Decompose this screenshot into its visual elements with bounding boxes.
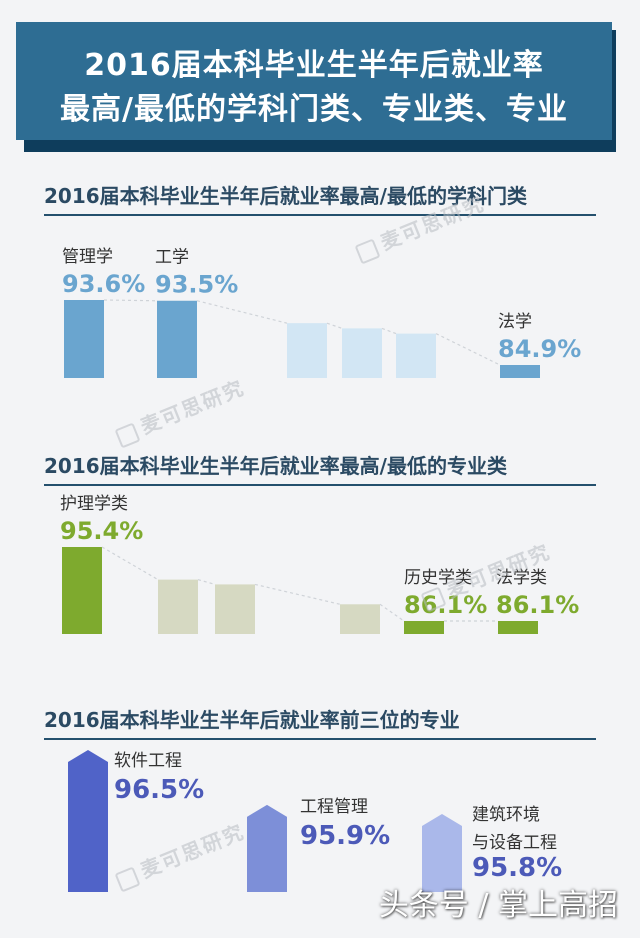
trend-line [381, 327, 397, 335]
category-label: 工学 [155, 248, 189, 268]
trend-line [197, 579, 216, 585]
section1-title: 2016届本科毕业生半年后就业率最高/最低的学科门类 [44, 184, 527, 208]
section3-title: 2016届本科毕业生半年后就业率前三位的专业 [44, 708, 460, 732]
value-label: 93.5% [155, 271, 238, 299]
banner-title-line2: 最高/最低的学科门类、专业类、专业 [60, 92, 568, 127]
section1-divider [44, 214, 596, 216]
category-label: 护理学类 [60, 494, 128, 514]
bar [158, 579, 198, 634]
value-label: 95.4% [60, 517, 143, 545]
trend-line [101, 546, 159, 581]
value-label: 95.9% [300, 821, 390, 851]
value-label: 86.1% [404, 591, 487, 619]
value-label: 96.5% [114, 775, 204, 805]
value-label: 86.1% [496, 591, 579, 619]
bar [396, 333, 436, 378]
bar [287, 323, 327, 378]
bar [340, 604, 380, 634]
trend-line [103, 299, 158, 302]
bar [68, 750, 108, 892]
category-label: 法学 [498, 312, 532, 332]
value-label: 93.6% [62, 270, 145, 298]
banner-panel: 2016届本科毕业生半年后就业率 最高/最低的学科门类、专业类、专业 [16, 22, 612, 140]
major-class-bar-chart: 护理学类 95.4% 历史学类 86.1% 法学类 86.1% [60, 494, 579, 634]
discipline-bar-chart: 管理学 93.6% 工学 93.5% 法学 84.9% [62, 247, 581, 378]
section2-title: 2016届本科毕业生半年后就业率最高/最低的专业类 [44, 454, 507, 478]
category-label: 历史学类 [404, 568, 472, 588]
bar [247, 804, 287, 892]
banner-title-line1: 2016届本科毕业生半年后就业率 [84, 48, 544, 83]
trend-line [196, 300, 288, 324]
trend-line [254, 583, 341, 605]
category-label: 法学类 [496, 568, 547, 588]
category-label: 软件工程 [114, 751, 182, 771]
category-label: 工程管理 [300, 797, 368, 817]
bar [498, 621, 538, 634]
bar [422, 814, 462, 892]
watermark-icon [114, 421, 141, 449]
bar [64, 300, 104, 378]
bar [157, 300, 197, 378]
category-label: 管理学 [62, 247, 113, 267]
trend-line [379, 603, 405, 622]
value-label: 84.9% [498, 335, 581, 363]
trend-line [435, 333, 501, 366]
bar [404, 621, 444, 634]
bar [62, 547, 102, 634]
category-label: 建筑环境与设备工程 [472, 805, 557, 853]
footer-watermark: 头条号 / 掌上高招 [378, 888, 618, 923]
value-label: 95.8% [472, 853, 562, 883]
section3-divider [44, 738, 596, 740]
bar [215, 584, 255, 634]
section2-divider [44, 484, 596, 486]
bar [342, 328, 382, 378]
trend-line [326, 322, 343, 329]
header-banner: 2016届本科毕业生半年后就业率 最高/最低的学科门类、专业类、专业 [16, 22, 624, 152]
bar [500, 365, 540, 378]
